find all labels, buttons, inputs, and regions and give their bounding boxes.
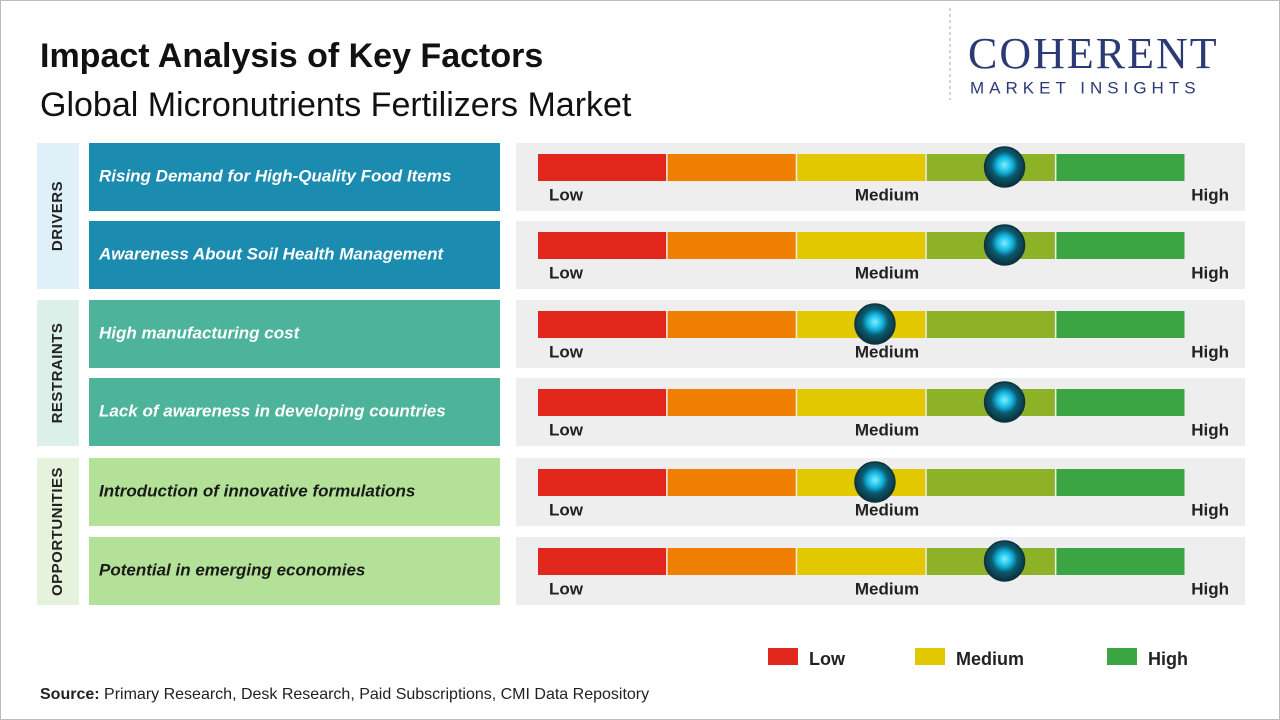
factor-label: Lack of awareness in developing countrie… [99,401,446,420]
gauge-segment [667,232,796,259]
factor-label: Awareness About Soil Health Management [98,244,444,263]
scale-high: High [1191,579,1229,598]
gauge-segment [1056,311,1185,338]
gauge-segment [667,389,796,416]
scale-medium: Medium [855,263,919,282]
group-label: OPPORTUNITIES [49,467,66,596]
scale-low: Low [549,500,584,519]
title: Impact Analysis of Key Factors [40,37,543,75]
legend-swatch [915,648,945,665]
group-band [37,458,79,605]
gauge-segment [538,232,667,259]
scale-medium: Medium [855,500,919,519]
gauge-segment [667,311,796,338]
gauge-segment [538,311,667,338]
legend-label: Medium [956,649,1024,669]
factor-box [89,378,500,446]
gauge-segment [538,389,667,416]
factor-label: High manufacturing cost [99,323,301,342]
gauge-segment [797,232,926,259]
scale-high: High [1191,263,1229,282]
source-label: Source: [40,686,100,703]
gauge-segment [1056,154,1185,181]
gauge-segment [667,469,796,496]
gauge-segment [926,311,1055,338]
legend-swatch [1107,648,1137,665]
impact-knob [983,224,1026,266]
group-band [37,300,79,446]
group-label: DRIVERS [49,181,66,251]
scale-low: Low [549,263,584,282]
impact-knob [854,303,896,345]
subtitle: Global Micronutrients Fertilizers Market [40,86,632,124]
gauge-segment [538,154,667,181]
logo-tagline: MARKET INSIGHTS [970,78,1201,97]
scale-high: High [1191,420,1229,439]
legend-label: High [1148,649,1188,669]
factor-label: Potential in emerging economies [99,560,365,579]
source: Source: Primary Research, Desk Research,… [40,686,649,703]
factor-label: Introduction of innovative formulations [99,481,415,500]
gauge-segment [538,548,667,575]
factor-box [89,300,500,368]
group-band [37,143,79,289]
scale-high: High [1191,342,1229,361]
impact-knob [983,146,1026,188]
factor-box [89,537,500,605]
gauge-segment [538,469,667,496]
factor-box [89,143,500,211]
scale-low: Low [549,579,584,598]
gauge-segment [797,389,926,416]
source-text: Primary Research, Desk Research, Paid Su… [104,686,649,703]
scale-low: Low [549,342,584,361]
scale-medium: Medium [855,420,919,439]
gauge-segment [1056,548,1185,575]
gauge-segment [667,548,796,575]
scale-high: High [1191,500,1229,519]
scale-medium: Medium [855,579,919,598]
gauge-segment [797,548,926,575]
gauge-segment [1056,389,1185,416]
factor-box [89,458,500,526]
scale-low: Low [549,420,584,439]
legend-swatch [768,648,798,665]
scale-medium: Medium [855,342,919,361]
group-label: RESTRAINTS [49,323,66,424]
impact-knob [854,461,896,503]
logo-name: COHERENT [968,29,1219,78]
impact-knob [983,540,1026,582]
factor-label: Rising Demand for High-Quality Food Item… [99,166,451,185]
scale-low: Low [549,185,584,204]
legend-label: Low [809,649,846,669]
impact-knob [983,381,1026,423]
scale-medium: Medium [855,185,919,204]
factor-box [89,221,500,289]
gauge-segment [667,154,796,181]
gauge-segment [926,469,1055,496]
gauge-segment [797,154,926,181]
gauge-segment [1056,469,1185,496]
scale-high: High [1191,185,1229,204]
gauge-segment [1056,232,1185,259]
